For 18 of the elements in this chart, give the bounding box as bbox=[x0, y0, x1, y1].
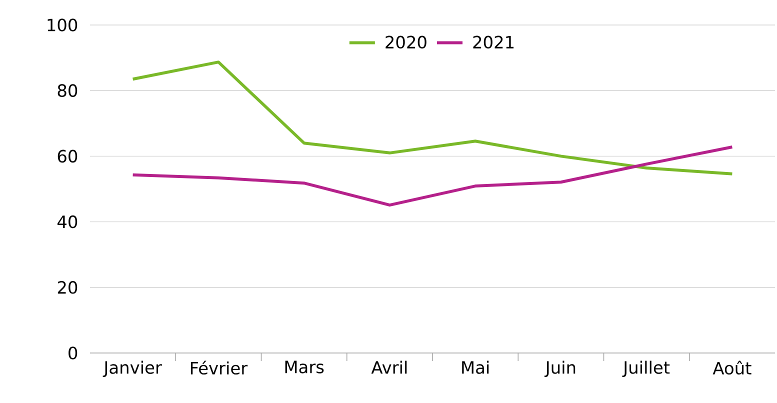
x-tick-label: Juillet bbox=[622, 360, 670, 378]
y-tick-label: 0 bbox=[68, 346, 78, 360]
y-tick-label: 20 bbox=[58, 280, 78, 294]
x-tick-label: Février bbox=[190, 360, 248, 375]
y-tick-label: 40 bbox=[58, 215, 78, 228]
y-tick-label: 80 bbox=[58, 84, 78, 97]
y-tick-label: 60 bbox=[58, 150, 78, 163]
y-tick-label: 100 bbox=[48, 18, 78, 32]
line-series bbox=[131, 60, 734, 176]
x-tick-label: Mars bbox=[285, 360, 324, 374]
x-tick-label: Avril bbox=[371, 360, 407, 374]
legend-label: 2020 bbox=[386, 36, 426, 49]
legend-label: 2021 bbox=[473, 36, 514, 49]
x-tick-label: Juin bbox=[544, 360, 576, 378]
x-tick-label: Janvier bbox=[102, 360, 162, 378]
line-series bbox=[131, 146, 734, 207]
x-tick-label: Mai bbox=[462, 360, 489, 374]
x-tick-label: Août bbox=[712, 360, 752, 375]
